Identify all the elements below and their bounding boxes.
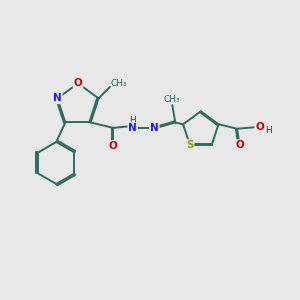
Text: N: N <box>53 93 62 103</box>
Text: N: N <box>150 123 159 133</box>
Text: CH₃: CH₃ <box>110 80 127 88</box>
Text: H: H <box>265 126 272 135</box>
Text: CH₃: CH₃ <box>164 94 181 103</box>
Text: H: H <box>129 116 136 125</box>
Text: O: O <box>255 122 264 132</box>
Text: O: O <box>74 78 82 88</box>
Text: N: N <box>128 123 137 133</box>
Text: S: S <box>186 140 194 150</box>
Text: O: O <box>235 140 244 150</box>
Text: O: O <box>109 141 118 151</box>
